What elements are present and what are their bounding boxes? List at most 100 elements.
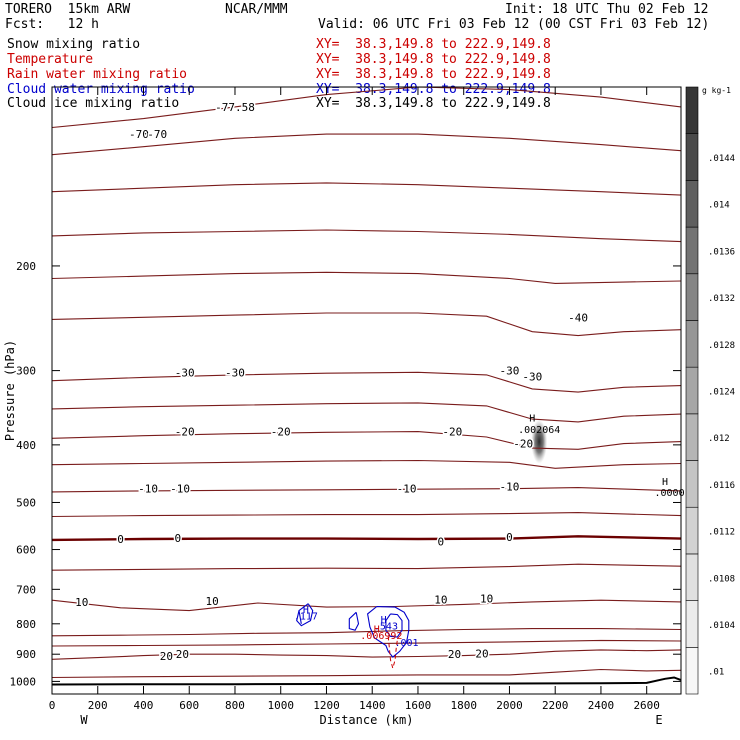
temperature-contour-label: -70 <box>147 128 167 141</box>
colorbar-unit: g kg-1 <box>702 86 731 95</box>
x-tick-label: 2600 <box>633 699 660 712</box>
x-tick-label: 2400 <box>588 699 615 712</box>
colorbar-label: .01 <box>708 668 724 678</box>
temperature-contour-8 <box>51 431 682 450</box>
cloud-water-label: H <box>381 615 387 626</box>
temperature-contour-3 <box>51 229 682 243</box>
temperature-contour-label: -70 <box>129 128 149 141</box>
y-axis-title: Pressure (hPa) <box>3 340 17 441</box>
y-tick-label: 800 <box>16 618 36 631</box>
valid-time: Valid: 06 UTC Fri 03 Feb 12 (00 CST Fri … <box>318 17 710 32</box>
field-label-rain: Rain water mixing ratio <box>7 67 188 82</box>
temperature-contour-label: -30 <box>522 371 542 384</box>
x-tick-label: 400 <box>134 699 154 712</box>
colorbar-bin <box>685 506 699 555</box>
temperature-contour-label: 20 <box>448 648 461 661</box>
snow-max-label: .0000 <box>655 488 685 499</box>
temperature-contour-label: -20 <box>175 426 195 439</box>
colorbar-label: .0116 <box>708 481 735 491</box>
colorbar-label: .0104 <box>708 621 735 631</box>
colorbar-label: .0112 <box>708 528 735 538</box>
model-name: TORERO 15km ARW <box>5 2 131 17</box>
temperature-contour-5 <box>51 312 682 337</box>
field-label-cloud-ice: Cloud ice mixing ratio <box>7 96 180 111</box>
center-name: NCAR/MMM <box>225 2 288 17</box>
temperature-contour-14 <box>51 599 682 612</box>
temperature-contour-2 <box>51 182 682 196</box>
x-tick-label: 800 <box>225 699 245 712</box>
temperature-contour-label: -30 <box>500 365 520 378</box>
colorbar-bin <box>685 413 699 461</box>
field-label-temperature: Temperature <box>7 52 94 67</box>
temperature-contour-label: -77.58 <box>215 101 255 114</box>
colorbar-bin <box>685 273 699 321</box>
colorbar-bin <box>685 226 699 275</box>
x-tick-label: 1400 <box>359 699 386 712</box>
temperature-contour-label: 20 <box>160 650 173 663</box>
colorbar-label: .014 <box>708 201 730 211</box>
temperature-contour-label: -10 <box>397 483 417 496</box>
colorbar-bin <box>685 366 699 415</box>
xy-temperature: XY= 38.3,149.8 to 222.9,149.8 <box>316 52 551 67</box>
colorbar-label: .0108 <box>708 574 735 584</box>
y-tick-label: 200 <box>16 260 36 273</box>
snow-max-label: H <box>529 414 535 425</box>
temperature-contour-18 <box>51 668 682 679</box>
colorbar-bin <box>685 180 699 228</box>
temperature-contour-label: -10 <box>138 483 158 496</box>
y-tick-label: 900 <box>16 648 36 661</box>
rain-water-label: .006992 <box>360 631 402 642</box>
cloud-water-contour-2 <box>348 611 360 631</box>
colorbar-label: .0144 <box>708 154 735 164</box>
temperature-contour-label: 0 <box>506 531 513 544</box>
temperature-contour-label: 10 <box>205 595 218 608</box>
temperature-contour-13 <box>51 563 682 571</box>
colorbar-bin <box>685 600 699 648</box>
forecast-hour: Fcst: 12 h <box>5 17 99 32</box>
x-tick-label: 2200 <box>542 699 569 712</box>
x-tick-label: 200 <box>88 699 108 712</box>
temperature-contour-7 <box>51 402 682 423</box>
y-tick-label: 400 <box>16 439 36 452</box>
cloud-water-contour-1 <box>298 610 302 624</box>
temperature-contour-11 <box>51 512 682 518</box>
x-axis-end-label-west: W <box>80 713 88 727</box>
temperature-contour-17 <box>51 649 682 660</box>
init-time: Init: 18 UTC Thu 02 Feb 12 <box>505 2 709 17</box>
snow-max-label: .002064 <box>518 425 560 436</box>
cloud-water-contour-3 <box>367 605 410 658</box>
temperature-contour-label: -30 <box>175 366 195 379</box>
temperature-contour-6 <box>51 371 682 393</box>
terrain-line <box>51 676 682 686</box>
temperature-contour-label: -20 <box>271 426 291 439</box>
x-tick-label: 2000 <box>496 699 523 712</box>
colorbar-label: .0128 <box>708 341 735 351</box>
x-tick-label: 1800 <box>450 699 477 712</box>
y-tick-label: 300 <box>16 365 36 378</box>
colorbar-bin <box>685 460 699 508</box>
x-axis-title: Distance (km) <box>320 713 414 727</box>
temperature-contour-12 <box>51 535 682 542</box>
x-tick-label: 1600 <box>405 699 432 712</box>
colorbar-bin <box>685 647 699 695</box>
x-tick-label: 600 <box>179 699 199 712</box>
temperature-contour-label: 20 <box>475 648 488 661</box>
temperature-contour-16 <box>51 639 682 647</box>
colorbar-label: .0124 <box>708 388 735 398</box>
x-tick-label: 0 <box>49 699 56 712</box>
temperature-contour-label: -40 <box>568 311 588 324</box>
temperature-contour-0 <box>51 86 682 129</box>
y-tick-label: 600 <box>16 544 36 557</box>
temperature-contour-4 <box>51 271 682 284</box>
temperature-contour-label: 10 <box>434 593 447 606</box>
cloud-water-contour-4 <box>385 613 403 638</box>
temperature-contour-1 <box>51 133 682 156</box>
temperature-contour-label: 0 <box>438 536 445 549</box>
temperature-contour-label: 0 <box>174 532 181 545</box>
colorbar-bin <box>685 86 699 134</box>
temperature-contour-label: -10 <box>500 480 520 493</box>
xy-rain: XY= 38.3,149.8 to 222.9,149.8 <box>316 67 551 82</box>
temperature-contour-10 <box>51 487 682 493</box>
